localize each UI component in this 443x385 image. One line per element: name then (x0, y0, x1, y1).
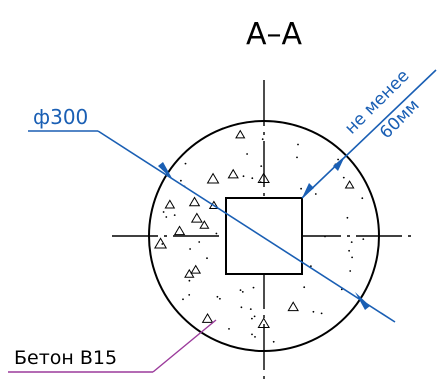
aggregate-dot (260, 165, 263, 168)
aggregate-triangle (154, 237, 168, 249)
aggregate-dot (361, 197, 364, 200)
aggregate-dot (350, 241, 353, 244)
diameter-arrow-upper-icon (158, 162, 173, 180)
clearance-arrow-outer-icon (333, 156, 345, 171)
aggregate-dot (303, 286, 306, 289)
aggregate-dot (254, 336, 256, 338)
aggregate-dot (251, 317, 253, 320)
diameter-dimension (28, 130, 396, 323)
aggregate-triangle (257, 317, 270, 329)
aggregate-triangle (235, 129, 246, 139)
aggregate-dot (259, 181, 262, 184)
aggregate-dot (215, 232, 218, 235)
aggregate-triangle (344, 180, 355, 189)
aggregate-dot (162, 211, 165, 213)
aggregate-dot (216, 295, 219, 298)
aggregate-dot (261, 138, 264, 141)
aggregate-dot (346, 216, 349, 219)
aggregate-triangle (190, 212, 203, 223)
aggregate-dot (219, 297, 221, 300)
clearance-dim-line (301, 69, 437, 199)
aggregate-dot (239, 289, 242, 291)
aggregate-dot (165, 216, 168, 218)
clearance-arrow-inner-icon (302, 183, 314, 198)
section-title: А–А (246, 17, 303, 52)
diameter-arrow-lower-icon (355, 292, 370, 310)
aggregate-dot (342, 176, 345, 179)
aggregate-dot (241, 291, 244, 293)
aggregate-dot (180, 179, 182, 182)
aggregate-dot (184, 162, 187, 165)
aggregate-dot (312, 310, 315, 313)
aggregate-dot (251, 177, 254, 180)
aggregate-dot (206, 257, 208, 260)
aggregate-dot (198, 241, 201, 243)
aggregate-dot (349, 270, 352, 272)
aggregate-dot (251, 333, 253, 336)
aggregate-dot (324, 235, 326, 238)
aggregate-dot (161, 243, 164, 245)
aggregate-dot (310, 265, 312, 267)
aggregate-dot (337, 158, 339, 161)
aggregate-dot (246, 153, 249, 155)
material-label: Бетон В15 (14, 347, 117, 369)
concrete-hatch (154, 129, 365, 343)
aggregate-dot (362, 238, 365, 241)
aggregate-triangle (190, 264, 202, 274)
clearance-label-group: не менее 60мм (341, 66, 424, 143)
aggregate-dot (188, 294, 191, 296)
aggregate-dot (242, 175, 245, 178)
aggregate-dot (348, 249, 350, 252)
aggregate-dot (252, 286, 255, 289)
concrete-circle (148, 120, 380, 352)
aggregate-dot (300, 187, 302, 190)
aggregate-dot (182, 298, 184, 301)
aggregate-triangle (227, 168, 239, 179)
aggregate-dot (189, 248, 192, 250)
aggregate-triangle (201, 313, 214, 323)
clearance-dimension (301, 69, 437, 199)
aggregate-dot (296, 156, 298, 159)
diameter-leader (97, 130, 396, 323)
aggregate-triangle (164, 199, 176, 209)
aggregate-dot (297, 143, 299, 146)
aggregate-dot (253, 315, 256, 318)
aggregate-dot (228, 328, 230, 330)
aggregate-dot (314, 193, 317, 195)
aggregate-dot (351, 256, 353, 259)
diameter-label: ф300 (33, 105, 88, 129)
aggregate-dot (272, 340, 275, 343)
aggregate-dot (320, 312, 323, 315)
aggregate-triangle (173, 225, 186, 236)
steel-post-square (225, 197, 303, 275)
material-leader-line (152, 319, 217, 373)
aggregate-triangle (257, 172, 270, 184)
material-leader (8, 319, 217, 373)
aggregate-dot (240, 306, 243, 309)
aggregate-triangle (199, 220, 210, 229)
aggregate-triangle (206, 172, 220, 184)
aggregate-dot (173, 214, 176, 217)
aggregate-dot (188, 279, 191, 282)
aggregate-triangle (188, 196, 201, 207)
aggregate-dot (249, 308, 252, 310)
aggregate-triangle (287, 301, 299, 312)
